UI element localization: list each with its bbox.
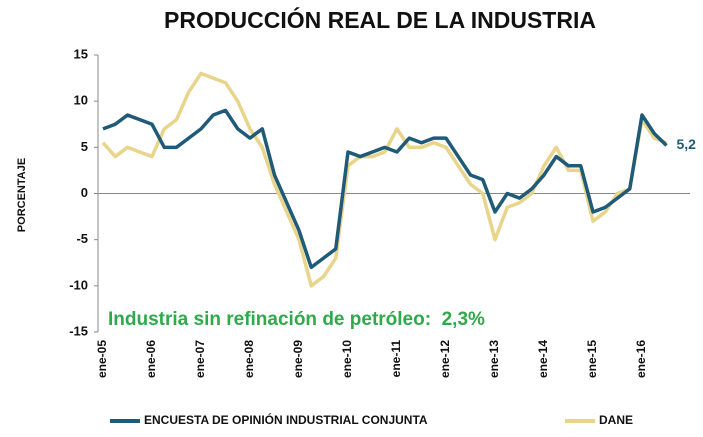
x-tick-label: ene-10 [340, 340, 354, 378]
y-tick-label: 15 [74, 46, 88, 61]
chart-title: PRODUCCIÓN REAL DE LA INDUSTRIA [164, 6, 596, 33]
x-tick-label: ene-06 [144, 340, 158, 378]
y-tick-label: -5 [76, 231, 88, 246]
y-tick-label: 0 [81, 185, 88, 200]
y-tick-label: 5 [81, 139, 88, 154]
data-label: 5,2 [677, 136, 697, 152]
y-tick-label: 10 [74, 93, 88, 108]
x-tick-label: ene-16 [634, 340, 648, 378]
x-tick-label: ene-13 [487, 340, 501, 378]
annotation: Industria sin refinación de petróleo: 2,… [108, 309, 485, 330]
legend-label: ENCUESTA DE OPINIÓN INDUSTRIAL CONJUNTA [144, 412, 428, 427]
series-line [102, 108, 668, 270]
y-tick-label: -15 [69, 323, 88, 338]
series-line [101, 71, 668, 288]
x-tick-label: ene-11 [389, 340, 403, 378]
x-tick-label: ene-14 [536, 340, 550, 378]
y-tick-label: -10 [69, 277, 88, 292]
x-tick-label: ene-08 [242, 340, 256, 378]
y-axis-label: PORCENTAJE [16, 158, 28, 232]
x-tick-label: ene-09 [291, 340, 305, 378]
x-tick-label: ene-12 [438, 340, 452, 378]
x-tick-label: ene-07 [193, 340, 207, 378]
x-tick-label: ene-05 [95, 340, 109, 378]
x-tick-label: ene-15 [585, 340, 599, 378]
legend-label: DANE [599, 413, 633, 427]
